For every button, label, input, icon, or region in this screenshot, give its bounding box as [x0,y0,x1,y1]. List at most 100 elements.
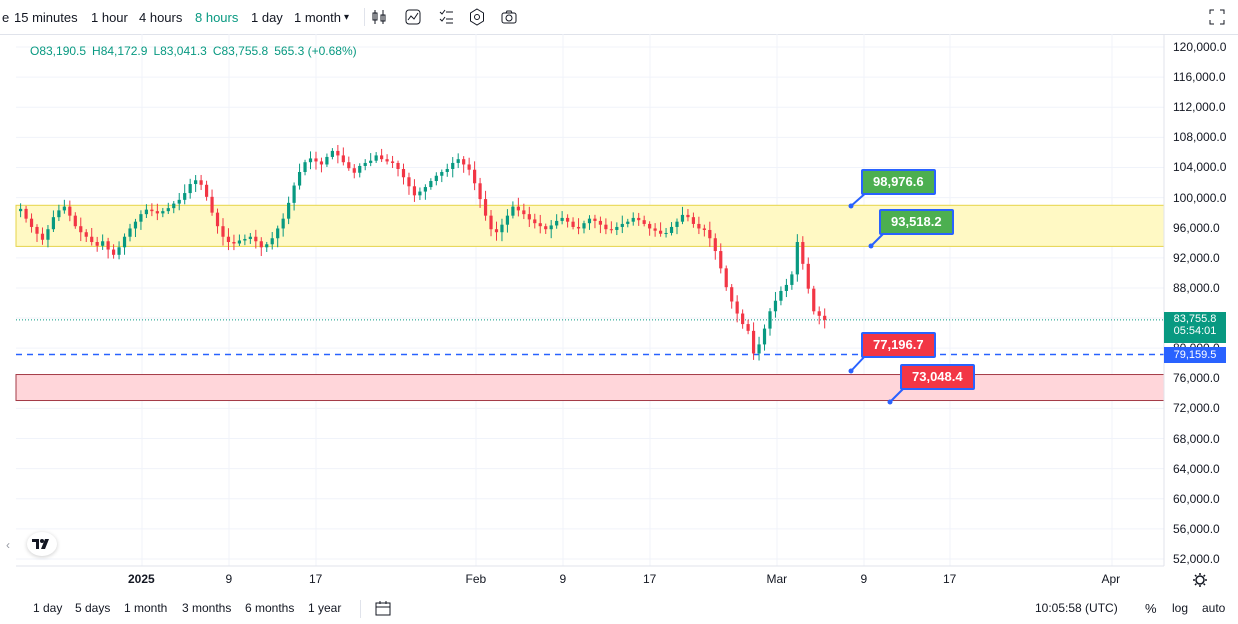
ohlc-open: O83,190.5 [30,44,87,58]
scroll-left-icon[interactable]: ‹ [6,538,10,552]
camera-icon[interactable] [500,8,518,26]
bottom-toolbar: 1 day 5 days 1 month 3 months 6 months 1… [0,594,1238,624]
price-axis-label: 104,000.0 [1173,160,1227,175]
candle-body [330,150,334,157]
line-price-tag: 79,159.5 [1164,347,1226,363]
candle-body [90,236,94,243]
candle-body [73,215,77,227]
candle-body [287,202,291,219]
annotation-77196[interactable]: 77,196.7 [861,332,936,358]
candle-body [347,162,351,169]
timeframe-partial[interactable]: e [2,10,10,25]
candle-body [620,223,624,227]
candle-body [555,220,559,226]
candle-body [560,217,564,221]
range-6m[interactable]: 6 months [245,601,295,615]
candles-icon[interactable] [370,8,388,26]
candle-body [544,226,548,230]
candle-body [429,181,433,188]
price-axis-label: 92,000.0 [1173,250,1220,265]
indicators-icon[interactable] [404,8,422,26]
clock[interactable]: 10:05:58 (UTC) [1035,601,1118,615]
price-axis-label: 64,000.0 [1173,461,1220,476]
candle-body [609,229,613,231]
candle-body [648,223,652,229]
candle-body [549,225,553,230]
candle-body [440,171,444,176]
price-chart[interactable] [0,34,1238,594]
candle-body [462,159,466,165]
price-axis-label: 116,000.0 [1173,70,1226,85]
time-axis-label: 17 [943,572,957,586]
candle-body [270,238,274,245]
templates-icon[interactable] [437,8,455,26]
timeframe-1m[interactable]: 1 month [294,10,341,25]
candle-body [79,226,83,233]
log-toggle[interactable]: log [1172,601,1189,615]
candle-body [631,217,635,222]
candle-body [576,226,581,229]
candle-body [571,221,575,227]
ohlc-close: C83,755.8 [212,44,269,58]
timeframe-8h[interactable]: 8 hours [195,10,239,25]
candle-body [308,158,313,163]
price-axis-label: 76,000.0 [1173,371,1220,386]
range-5d[interactable]: 5 days [75,601,111,615]
auto-toggle[interactable]: auto [1202,601,1226,615]
settings-icon[interactable] [468,8,486,26]
candle-body [325,156,329,165]
candle-body [380,155,384,160]
candle-body [111,249,116,255]
candle-body [680,214,685,222]
annotation-73048[interactable]: 73,048.4 [900,364,975,390]
candle-body [626,221,630,224]
candle-body [784,284,788,291]
candle-body [566,217,570,222]
timeframe-1h[interactable]: 1 hour [91,10,128,25]
candle-body [188,184,192,194]
candle-body [62,206,66,211]
candle-body [511,206,515,216]
range-1m[interactable]: 1 month [124,601,168,615]
candle-body [390,161,395,163]
price-axis-label: 108,000.0 [1173,130,1227,145]
candle-body [812,288,816,312]
range-1d[interactable]: 1 day [33,601,63,615]
candle-body [210,196,214,213]
candle-body [122,236,127,248]
gear-icon[interactable] [1192,572,1208,588]
candle-body [254,236,258,242]
candle-body [483,199,488,216]
candle-body [675,221,679,227]
calendar-icon[interactable] [374,599,392,617]
price-axis-label: 120,000.0 [1173,40,1227,54]
candle-body [319,161,324,165]
range-3m[interactable]: 3 months [182,601,232,615]
timeframe-4h[interactable]: 4 hours [139,10,183,25]
timeframe-15m[interactable]: 15 minutes [14,10,78,25]
candle-body [128,228,132,237]
annotation-98976[interactable]: 98,976.6 [861,169,936,195]
candle-body [658,230,663,234]
candle-body [155,211,159,214]
timeframe-1d[interactable]: 1 day [251,10,283,25]
chevron-down-icon[interactable]: ▾ [344,12,350,23]
time-axis-label: 9 [559,572,567,586]
candle-body [183,193,187,200]
chart-grid [16,34,1164,566]
price-axis-label: 88,000.0 [1173,280,1220,295]
candle-body [500,224,504,233]
fullscreen-icon[interactable] [1208,8,1226,26]
annotation-93518[interactable]: 93,518.2 [879,209,954,235]
ohlc-low: L83,041.3 [153,44,207,58]
percent-toggle[interactable]: % [1145,601,1157,616]
candle-body [735,301,739,314]
candle-body [593,218,597,221]
candle-body [314,158,318,162]
candle-body [533,219,537,224]
candle-body [768,311,772,329]
candle-body [795,242,799,275]
candle-body [702,228,706,230]
range-1y[interactable]: 1 year [308,601,342,615]
candles [19,145,827,361]
